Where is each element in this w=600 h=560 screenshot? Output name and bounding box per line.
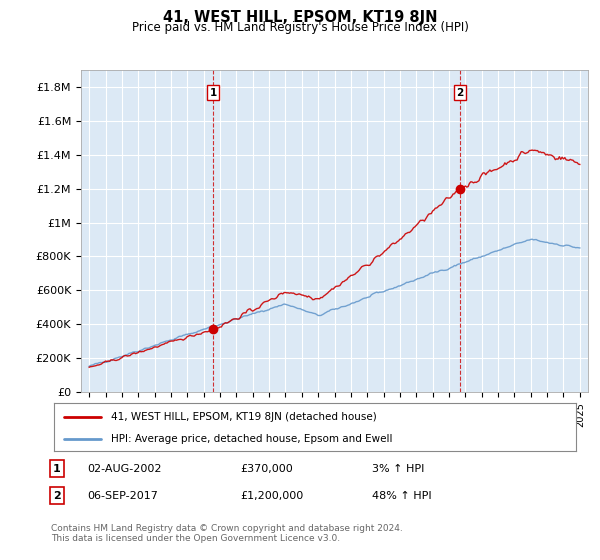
Text: 2: 2 <box>53 491 61 501</box>
Text: £370,000: £370,000 <box>240 464 293 474</box>
Text: Contains HM Land Registry data © Crown copyright and database right 2024.
This d: Contains HM Land Registry data © Crown c… <box>51 524 403 543</box>
Text: 41, WEST HILL, EPSOM, KT19 8JN: 41, WEST HILL, EPSOM, KT19 8JN <box>163 10 437 25</box>
Text: £1,200,000: £1,200,000 <box>240 491 303 501</box>
Text: 1: 1 <box>209 87 217 97</box>
Text: 2: 2 <box>457 87 464 97</box>
Text: 41, WEST HILL, EPSOM, KT19 8JN (detached house): 41, WEST HILL, EPSOM, KT19 8JN (detached… <box>112 412 377 422</box>
Text: 02-AUG-2002: 02-AUG-2002 <box>87 464 161 474</box>
Text: Price paid vs. HM Land Registry's House Price Index (HPI): Price paid vs. HM Land Registry's House … <box>131 21 469 34</box>
Text: 06-SEP-2017: 06-SEP-2017 <box>87 491 158 501</box>
Text: 48% ↑ HPI: 48% ↑ HPI <box>372 491 431 501</box>
Text: 1: 1 <box>53 464 61 474</box>
Text: HPI: Average price, detached house, Epsom and Ewell: HPI: Average price, detached house, Epso… <box>112 434 393 444</box>
Text: 3% ↑ HPI: 3% ↑ HPI <box>372 464 424 474</box>
